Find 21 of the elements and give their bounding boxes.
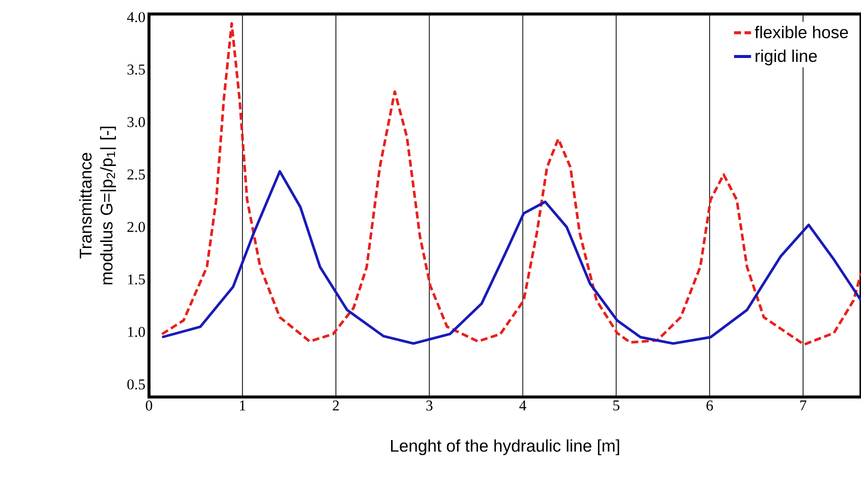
x-tick-label: 6 bbox=[706, 400, 713, 411]
legend-label: flexible hose bbox=[754, 26, 848, 38]
x-axis-title: Lenght of the hydraulic line [m] bbox=[391, 439, 620, 456]
y-tick-label: 0.5 bbox=[127, 379, 145, 390]
y-tick-label: 1.5 bbox=[128, 274, 145, 285]
y-tick-label: 2.5 bbox=[127, 169, 145, 180]
y-tick-label: 4.0 bbox=[127, 12, 145, 22]
x-tick-label: 2 bbox=[332, 400, 339, 410]
line-series bbox=[160, 170, 861, 345]
x-tick-label: 7 bbox=[800, 400, 806, 410]
x-tick-label: 3 bbox=[426, 400, 432, 411]
y-tick-label: 2.0 bbox=[127, 222, 145, 232]
legend-label: rigid line bbox=[756, 50, 817, 66]
y-tick-label: 1.0 bbox=[128, 326, 145, 338]
x-tick-label: 4 bbox=[519, 400, 526, 410]
x-tick-label: 0 bbox=[146, 400, 152, 411]
x-tick-label: 5 bbox=[613, 400, 620, 410]
line-series bbox=[160, 22, 861, 346]
y-tick-label: 3.0 bbox=[128, 117, 145, 128]
y-tick-label: 3.5 bbox=[128, 64, 145, 75]
x-tick-label: 1 bbox=[240, 400, 246, 410]
